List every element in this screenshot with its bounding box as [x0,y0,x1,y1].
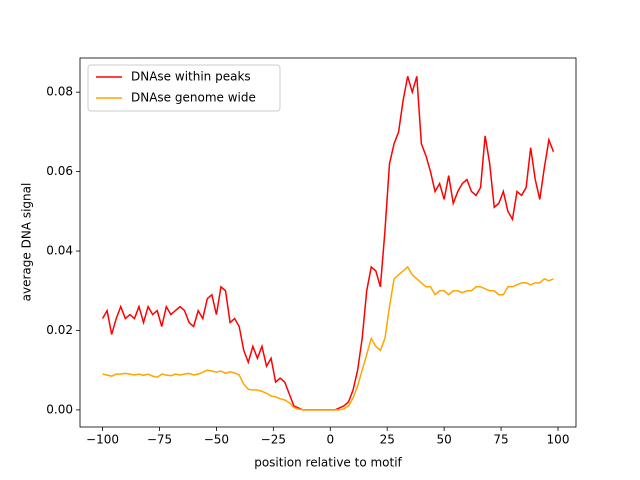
y-tick-label: 0.00 [46,402,73,416]
plot-frame [79,57,577,428]
x-tick-label: 75 [493,433,508,447]
legend-label: DNAse genome wide [131,91,256,105]
x-axis-label: position relative to motif [254,456,402,470]
y-tick-label: 0.08 [46,85,73,99]
y-tick-label: 0.04 [46,244,73,258]
x-tick-label: −25 [261,433,286,447]
x-tick-label: −50 [204,433,229,447]
y-tick-label: 0.02 [46,323,73,337]
x-tick-label: 25 [380,433,395,447]
x-tick-label: 0 [326,433,334,447]
data-line [102,265,554,411]
legend-label: DNAse within peaks [131,70,251,84]
x-tick-label: 100 [547,433,570,447]
x-tick-label: −75 [147,433,172,447]
y-axis-label: average DNA signal [20,183,34,302]
x-tick-label: 50 [437,433,452,447]
y-tick-label: 0.06 [46,164,73,178]
x-tick-label: −100 [86,433,119,447]
legend-box [87,64,281,112]
